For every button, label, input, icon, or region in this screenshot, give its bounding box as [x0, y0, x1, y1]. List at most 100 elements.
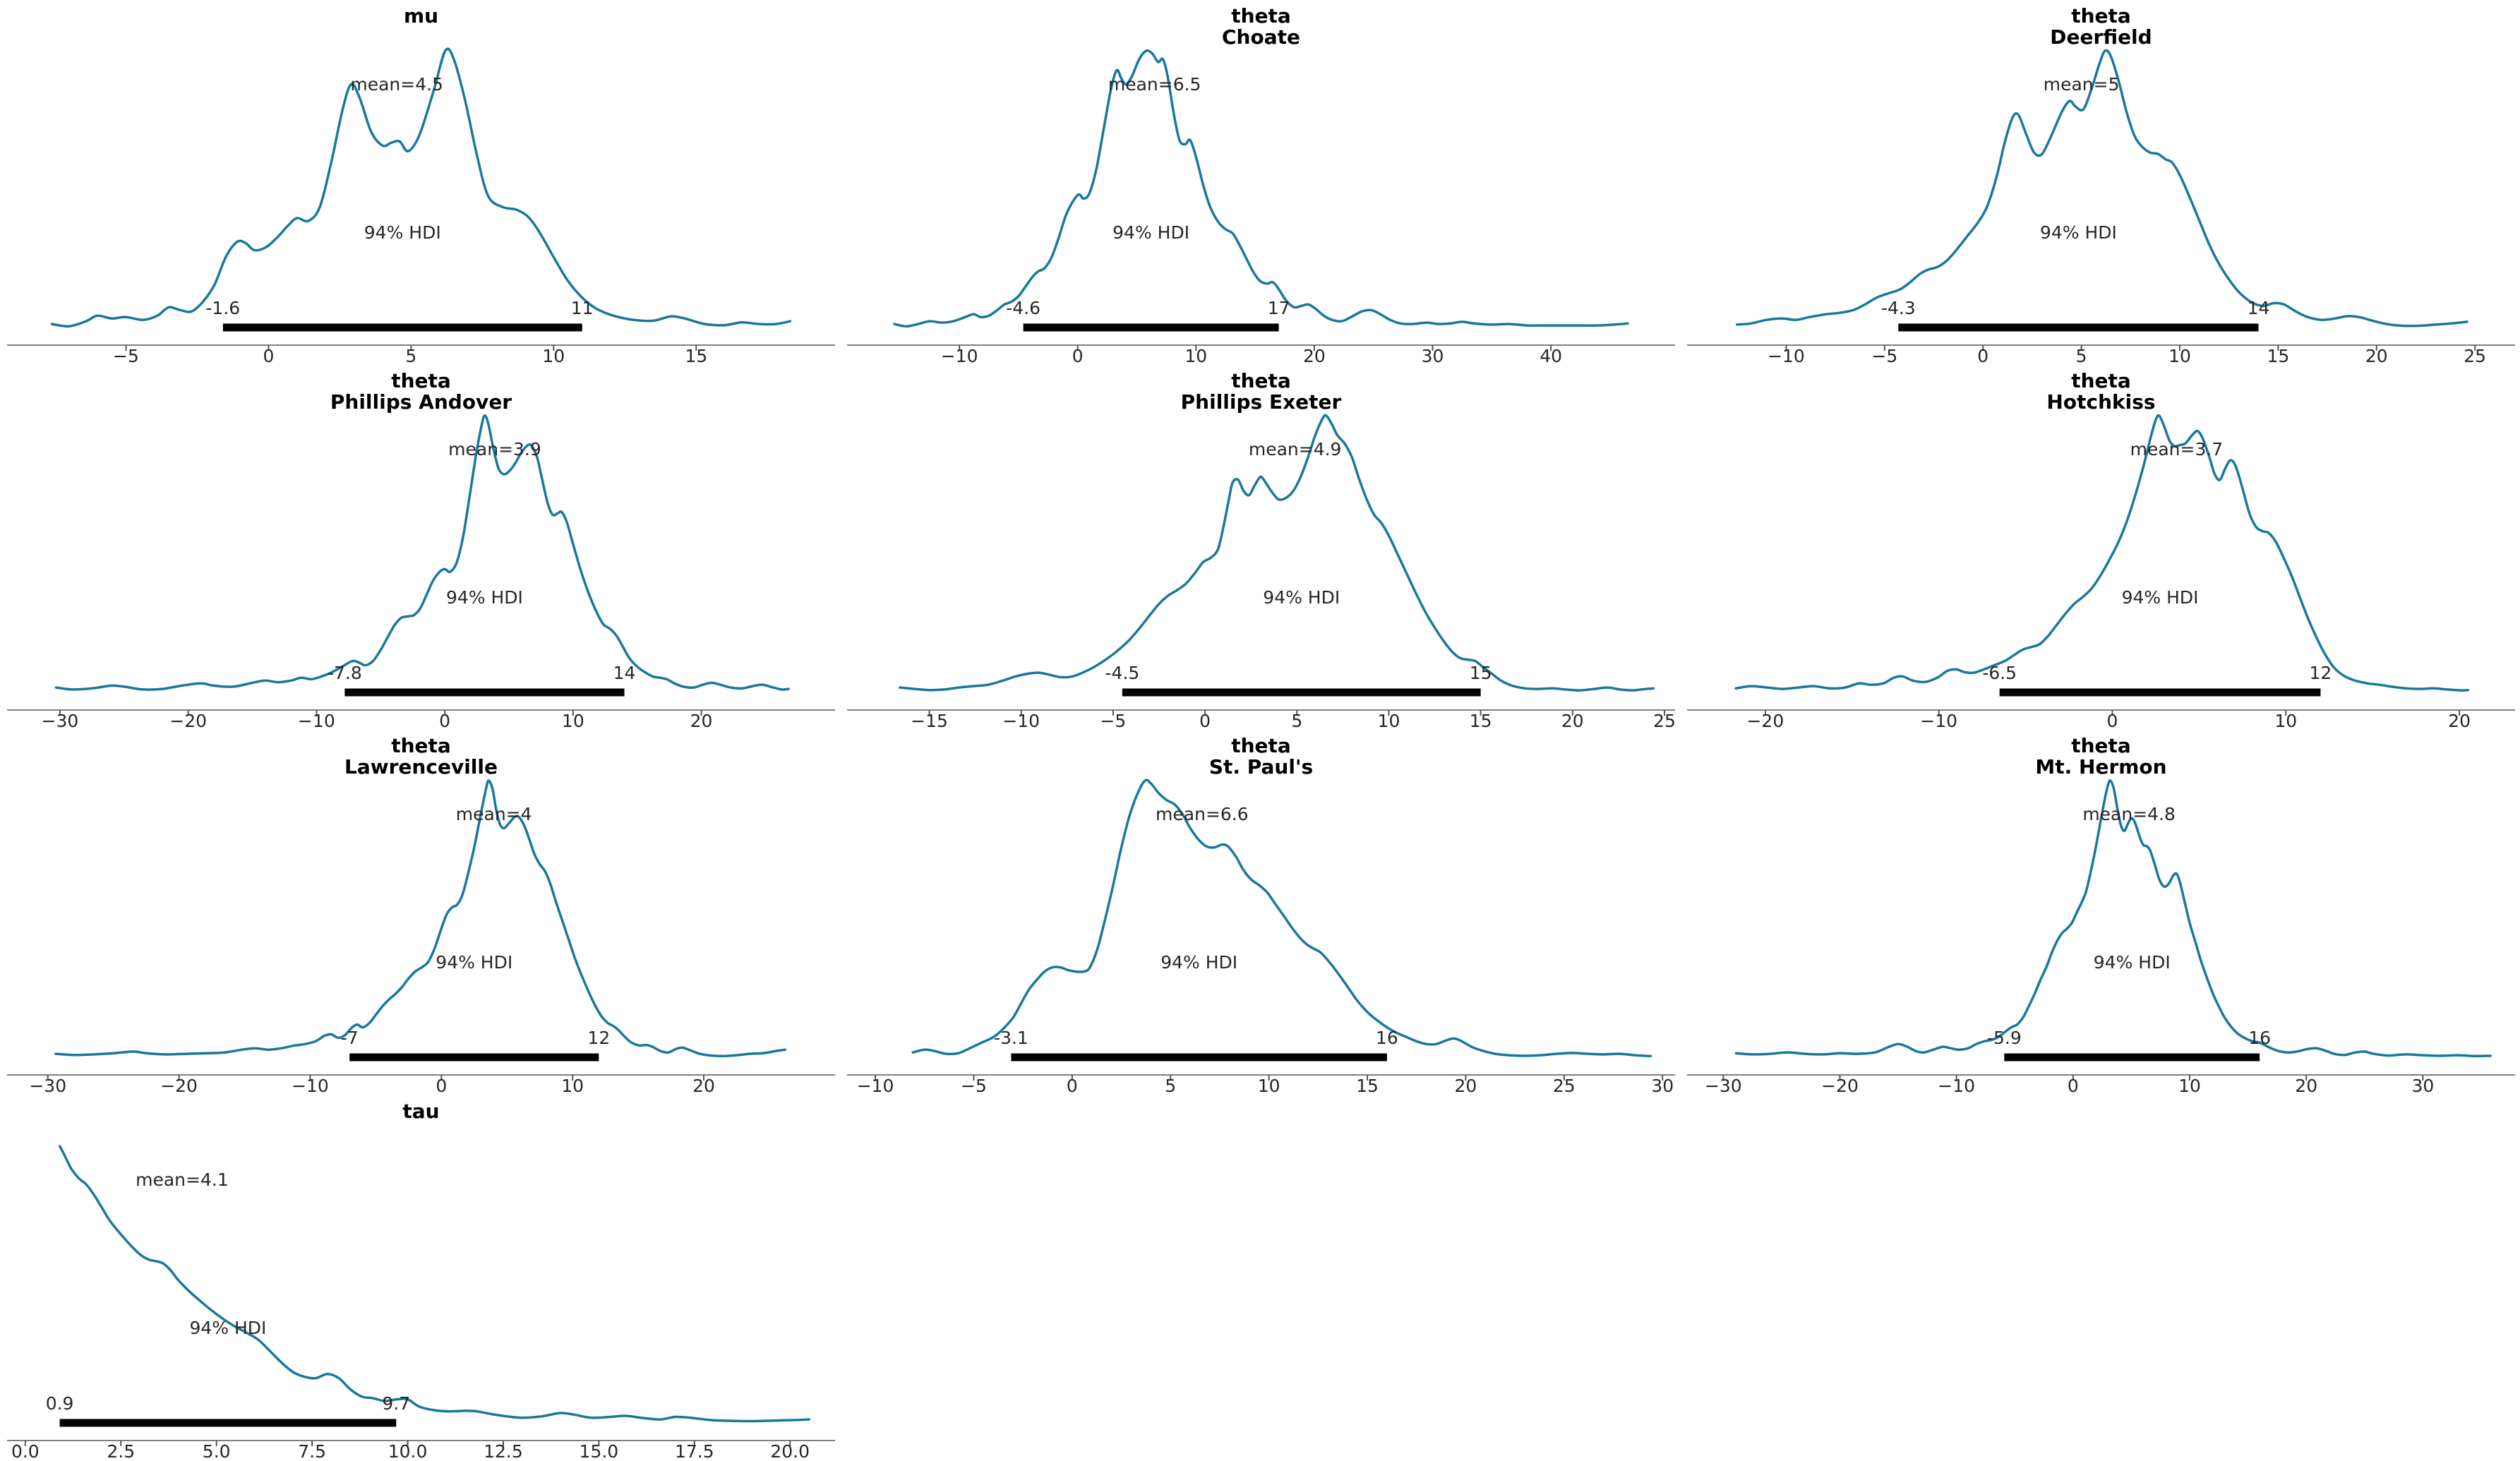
kde-curve	[893, 49, 1629, 328]
x-tick-label: 5	[405, 346, 416, 365]
x-tick-label: 17.5	[675, 1441, 714, 1460]
subplot-theta-phillips-andover: theta Phillips Andover −30 −20 −10 0 10 20 -7.8 1…	[0, 365, 840, 730]
plot-title: tau	[402, 1100, 439, 1123]
x-tick-label: 20	[690, 711, 713, 730]
x-tick-label: 30	[1422, 346, 1444, 365]
plot-title: Hotchkiss	[2046, 390, 2155, 414]
x-tick-label: −10	[298, 711, 335, 730]
x-tick-label: 10.0	[388, 1441, 428, 1460]
x-tick-label: 10	[2168, 346, 2191, 365]
plot-title: theta	[1231, 369, 1291, 392]
x-tick-label: 30	[1651, 1076, 1674, 1095]
kde-curve	[1734, 414, 2470, 692]
hdi-lower-label: -3.1	[994, 1028, 1028, 1048]
kde-curve	[1734, 779, 2492, 1058]
hdi-interval-label: 94% HDI	[1112, 222, 1189, 243]
x-tick-label: 10	[542, 346, 565, 365]
hdi-lower-label: -5.9	[1987, 1028, 2022, 1048]
x-tick-label: 0	[1072, 346, 1084, 365]
plot-title: Deerfield	[2050, 25, 2152, 49]
hdi-interval-label: 94% HDI	[1263, 587, 1340, 608]
subplot-theta-mt-hermon: theta Mt. Hermon −30 −20 −10 0 10 20 30 -5.9 16 94%…	[1680, 730, 2520, 1095]
plot-title: mu	[404, 4, 438, 28]
hdi-lower-label: -4.6	[1006, 298, 1040, 318]
kde-curve	[54, 414, 790, 691]
plot-title: Phillips Andover	[330, 390, 512, 414]
hdi-upper-label: 17	[1268, 298, 1290, 318]
x-tick-label: 10	[2178, 1076, 2201, 1095]
hdi-lower-label: -7.8	[328, 663, 362, 683]
x-tick-label: −20	[1746, 711, 1784, 730]
x-tick-label: 20	[2295, 1076, 2317, 1095]
x-tick-label: 10	[1378, 711, 1400, 730]
x-tick-label: −10	[1768, 346, 1805, 365]
hdi-upper-label: 11	[571, 298, 594, 318]
x-tick-label: 30	[2411, 1076, 2434, 1095]
x-tick-label: 0	[2068, 1076, 2079, 1095]
x-tick-label: 15	[1356, 1076, 1379, 1095]
plot-title: Choate	[1222, 25, 1300, 49]
hdi-lower-label: -7	[341, 1028, 359, 1048]
x-tick-label: −10	[1920, 711, 1957, 730]
subplot-tau: tau 0.0 2.5 5.0 7.5 10.0 12.5 15.0 17.5 20.0 0.9 9.…	[0, 1095, 840, 1461]
x-tick-label: 25	[2464, 346, 2486, 365]
x-tick-label: 2.5	[107, 1441, 135, 1460]
x-tick-label: 15	[2267, 346, 2289, 365]
hdi-upper-label: 14	[613, 663, 636, 683]
x-tick-label: 0	[1977, 346, 1988, 365]
x-tick-label: −5	[1100, 711, 1126, 730]
plot-title: theta	[391, 734, 451, 757]
x-tick-label: 0	[263, 346, 274, 365]
x-tick-label: 10	[2274, 711, 2297, 730]
x-tick-label: −10	[857, 1076, 894, 1095]
x-tick-label: −10	[1938, 1076, 1975, 1095]
mean-label: mean=4	[456, 804, 532, 824]
x-tick-label: 15.0	[580, 1441, 619, 1460]
x-tick-label: 5	[1165, 1076, 1176, 1095]
hdi-interval-label: 94% HDI	[2122, 587, 2199, 608]
hdi-lower-label: -1.6	[205, 298, 240, 318]
x-tick-label: 12.5	[484, 1441, 523, 1460]
x-tick-label: 20	[692, 1076, 715, 1095]
x-tick-label: 20	[2365, 346, 2388, 365]
x-tick-label: −20	[169, 711, 207, 730]
hdi-upper-label: 16	[2248, 1028, 2271, 1048]
mean-label: mean=4.5	[350, 74, 443, 95]
plot-title: Mt. Hermon	[2035, 755, 2166, 778]
plot-title: theta	[391, 369, 451, 392]
x-tick-label: 0.0	[11, 1441, 40, 1460]
x-tick-label: 7.5	[298, 1441, 326, 1460]
plot-title: St. Paul's	[1209, 755, 1313, 778]
hdi-interval-label: 94% HDI	[2094, 952, 2171, 973]
x-tick-label: 10	[562, 711, 584, 730]
plot-canvas-mu: mu −5 0 5 10 15 -1.6 11 94% HDI mean=4.5	[7, 4, 835, 365]
x-tick-label: −10	[941, 346, 978, 365]
hdi-upper-label: 15	[1470, 663, 1492, 683]
mean-label: mean=4.1	[136, 1170, 229, 1190]
x-tick-label: 0	[1067, 1076, 1078, 1095]
x-tick-label: 0	[2107, 711, 2118, 730]
hdi-interval-label: 94% HDI	[1160, 952, 1237, 973]
kde-curve	[899, 414, 1655, 692]
hdi-lower-label: -4.3	[1881, 298, 1916, 318]
x-tick-label: 20	[1455, 1076, 1477, 1095]
hdi-interval-label: 94% HDI	[364, 222, 441, 243]
plot-title: theta	[2071, 734, 2131, 757]
x-tick-label: 0	[439, 711, 450, 730]
kde-curve	[54, 779, 786, 1058]
x-tick-label: −30	[1705, 1076, 1742, 1095]
x-tick-label: −5	[1871, 346, 1897, 365]
x-tick-label: 5.0	[203, 1441, 231, 1460]
x-tick-label: 25	[1653, 711, 1676, 730]
plot-title: theta	[2071, 369, 2131, 392]
mean-label: mean=6.6	[1156, 804, 1249, 824]
plot-title: theta	[1231, 734, 1291, 757]
plot-title: Phillips Exeter	[1181, 390, 1342, 414]
x-tick-label: 0	[1199, 711, 1211, 730]
hdi-lower-label: -4.5	[1105, 663, 1140, 683]
